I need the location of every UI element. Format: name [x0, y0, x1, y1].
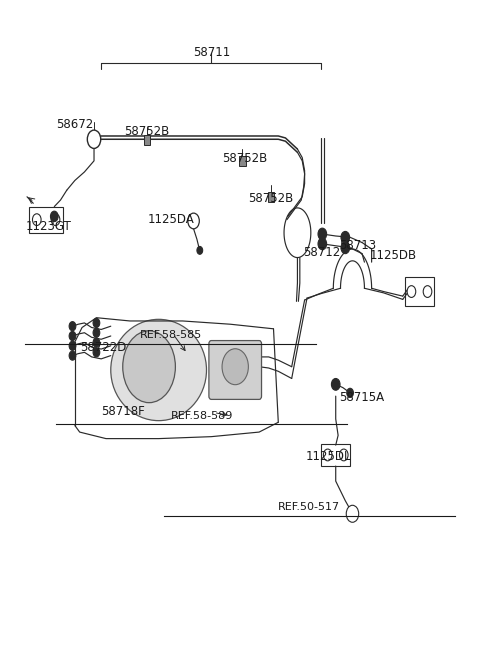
Circle shape: [93, 318, 100, 328]
Circle shape: [93, 338, 100, 347]
Circle shape: [346, 505, 359, 522]
Circle shape: [69, 351, 76, 360]
Bar: [268, 191, 274, 202]
Circle shape: [51, 214, 60, 225]
Circle shape: [339, 449, 348, 461]
Text: 58752B: 58752B: [124, 125, 169, 138]
Text: REF.50-517: REF.50-517: [278, 502, 340, 512]
Circle shape: [69, 322, 76, 331]
Circle shape: [197, 246, 203, 254]
Text: 58722D: 58722D: [81, 341, 127, 354]
Circle shape: [341, 231, 349, 243]
Circle shape: [347, 388, 353, 398]
Circle shape: [318, 228, 326, 240]
Bar: [144, 135, 150, 145]
FancyBboxPatch shape: [209, 341, 262, 400]
Circle shape: [423, 286, 432, 297]
Text: 58713: 58713: [339, 239, 376, 252]
Text: 58752B: 58752B: [249, 191, 294, 204]
Text: 58672: 58672: [56, 119, 94, 132]
Circle shape: [123, 331, 175, 403]
Bar: [405, 277, 434, 307]
Text: 58715A: 58715A: [339, 391, 384, 404]
Circle shape: [50, 211, 58, 221]
Circle shape: [318, 238, 326, 250]
Circle shape: [69, 341, 76, 350]
Text: REF.58-589: REF.58-589: [170, 411, 233, 421]
Text: REF.58-585: REF.58-585: [140, 330, 202, 341]
Circle shape: [87, 130, 101, 149]
Ellipse shape: [222, 348, 248, 384]
Circle shape: [341, 242, 349, 253]
Text: 58711: 58711: [192, 47, 230, 60]
Bar: [240, 156, 245, 166]
Circle shape: [188, 213, 199, 229]
Circle shape: [93, 348, 100, 357]
Text: 1125DB: 1125DB: [370, 249, 417, 262]
Circle shape: [69, 331, 76, 341]
Bar: [29, 206, 63, 233]
Text: 58712: 58712: [303, 246, 340, 259]
Circle shape: [407, 286, 416, 297]
Text: 1123GT: 1123GT: [25, 219, 72, 233]
Circle shape: [331, 379, 340, 390]
Bar: [322, 443, 350, 466]
Circle shape: [324, 449, 332, 461]
Text: 58718F: 58718F: [101, 405, 144, 418]
Text: 58752B: 58752B: [222, 153, 267, 165]
Text: 1125DL: 1125DL: [306, 451, 351, 464]
Ellipse shape: [111, 320, 206, 421]
Circle shape: [33, 214, 41, 225]
Circle shape: [93, 328, 100, 337]
Text: 1125DA: 1125DA: [147, 213, 194, 226]
